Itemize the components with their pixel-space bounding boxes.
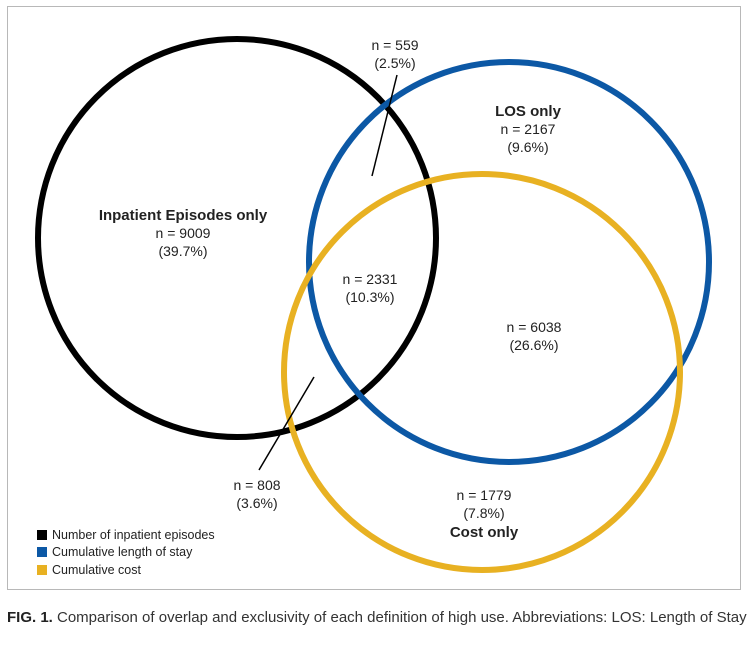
inpatient-only-pct: (39.7%) bbox=[158, 243, 207, 259]
legend-label-inpatient: Number of inpatient episodes bbox=[52, 527, 215, 542]
los-only-n: n = 2167 bbox=[501, 121, 556, 137]
inpatient-los-n: n = 559 bbox=[371, 37, 418, 53]
legend-item-los: Cumulative length of stay bbox=[37, 544, 215, 562]
legend: Number of inpatient episodes Cumulative … bbox=[37, 526, 215, 579]
inpatient-only-title: Inpatient Episodes only bbox=[99, 207, 268, 224]
figure-frame bbox=[7, 6, 741, 590]
inpatient-cost-n: n = 808 bbox=[233, 477, 280, 493]
caption-text: Comparison of overlap and exclusivity of… bbox=[52, 609, 747, 626]
los-only-title: LOS only bbox=[495, 103, 561, 120]
circle-cost bbox=[281, 171, 683, 573]
leader-line-808 bbox=[258, 376, 315, 471]
cost-only-pct: (7.8%) bbox=[463, 505, 504, 521]
inpatient-los-pct: (2.5%) bbox=[374, 55, 415, 71]
cost-only-title: Cost only bbox=[450, 524, 519, 541]
legend-item-inpatient: Number of inpatient episodes bbox=[37, 526, 215, 544]
legend-swatch-cost bbox=[37, 564, 47, 575]
cost-only-n: n = 1779 bbox=[457, 487, 512, 503]
los-cost-n: n = 6038 bbox=[507, 319, 562, 335]
inpatient-cost-pct: (3.6%) bbox=[236, 495, 277, 511]
legend-item-cost: Cumulative cost bbox=[37, 561, 215, 579]
figure-caption: FIG. 1. Comparison of overlap and exclus… bbox=[7, 609, 747, 626]
legend-swatch-los bbox=[37, 547, 47, 558]
legend-label-cost: Cumulative cost bbox=[52, 562, 141, 577]
los-cost-pct: (26.6%) bbox=[509, 337, 558, 353]
all-three-n: n = 2331 bbox=[343, 271, 398, 287]
circle-inpatient bbox=[35, 36, 439, 440]
caption-lead: FIG. 1. bbox=[7, 609, 53, 626]
los-only-pct: (9.6%) bbox=[507, 139, 548, 155]
all-three-pct: (10.3%) bbox=[345, 289, 394, 305]
circle-los bbox=[306, 59, 712, 465]
legend-swatch-inpatient bbox=[37, 529, 47, 540]
inpatient-only-n: n = 9009 bbox=[156, 225, 211, 241]
legend-label-los: Cumulative length of stay bbox=[52, 545, 193, 560]
leader-line-559 bbox=[371, 74, 398, 177]
